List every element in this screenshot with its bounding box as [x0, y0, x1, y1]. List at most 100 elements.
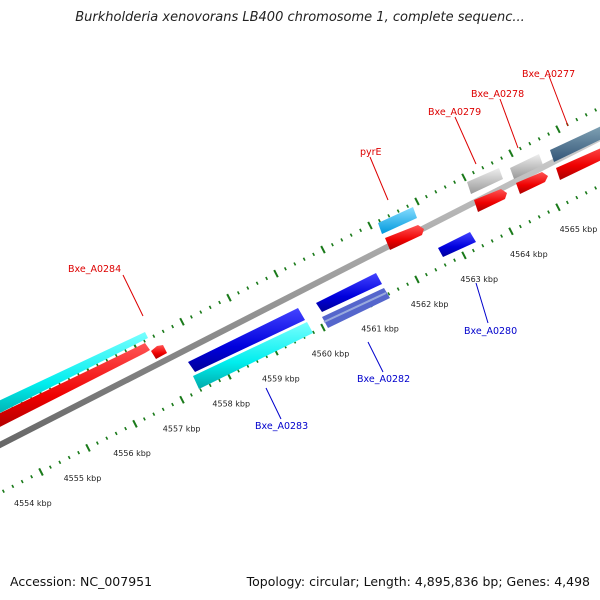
gene-label-bxe-a0279[interactable]: Bxe_A0279 [428, 107, 481, 118]
minor-tick [434, 190, 438, 194]
minor-tick [199, 310, 203, 314]
minor-tick [161, 407, 165, 412]
gene-feature-small-red[interactable] [151, 345, 167, 359]
minor-tick [283, 267, 287, 271]
minor-tick [11, 484, 15, 489]
minor-tick [500, 156, 504, 160]
major-tick [226, 293, 232, 302]
minor-tick [171, 402, 175, 407]
minor-tick [105, 358, 109, 363]
minor-tick [424, 194, 428, 199]
minor-tick [199, 388, 203, 392]
minor-tick [20, 479, 24, 484]
minor-tick [594, 186, 598, 190]
gene-feature-bxe-a0279-gene[interactable] [467, 168, 503, 194]
gene-label-bxe-a0277[interactable]: Bxe_A0277 [522, 69, 575, 80]
minor-tick [396, 209, 400, 213]
minor-tick [575, 195, 579, 200]
minor-tick [77, 450, 81, 455]
kbp-tick-label: 4565 kbp [560, 225, 598, 234]
major-tick [508, 149, 514, 158]
major-tick [38, 467, 44, 476]
minor-tick [518, 146, 522, 151]
minor-tick [584, 191, 588, 195]
kbp-tick-labels: 4554 kbp 4555 kbp 4556 kbp 4557 kbp 4558 kbp… [14, 225, 597, 508]
map-title: Burkholderia xenovorans LB400 chromosome… [75, 10, 525, 25]
minor-tick [471, 170, 475, 175]
minor-tick [302, 257, 306, 261]
gene-feature-bxe-a0284-cds[interactable] [0, 343, 150, 432]
minor-tick [236, 291, 240, 295]
gene-features[interactable] [0, 122, 600, 432]
minor-tick [537, 137, 541, 141]
minor-tick [124, 348, 128, 353]
kbp-tick-label: 4563 kbp [460, 275, 498, 284]
minor-tick [594, 108, 598, 112]
minor-tick [434, 268, 438, 272]
minor-tick [208, 383, 212, 388]
kbp-tick-label: 4560 kbp [312, 350, 350, 359]
kbp-tick-label: 4564 kbp [510, 250, 548, 259]
gene-feature-pyre-gene[interactable] [378, 207, 417, 234]
minor-tick [396, 287, 400, 291]
minor-tick [1, 489, 5, 493]
minor-tick [255, 281, 259, 286]
minor-tick [518, 224, 522, 229]
gene-feature-bxe-a0283-cds[interactable] [188, 308, 305, 372]
gene-label-bxe-a0282[interactable]: Bxe_A0282 [357, 374, 410, 385]
major-tick [414, 197, 420, 206]
minor-tick [377, 218, 381, 223]
gene-feature-bxe-a0278-cds[interactable] [516, 172, 548, 194]
gene-feature-bxe-a0282-cds[interactable] [316, 273, 382, 312]
gene-feature-bxe-a0280[interactable] [438, 232, 476, 257]
major-tick [85, 443, 91, 452]
major-tick [461, 173, 467, 182]
minor-tick [387, 214, 391, 218]
label-connectors [122, 75, 569, 420]
kbp-tick-label: 4559 kbp [262, 375, 300, 384]
minor-tick [537, 215, 541, 219]
major-tick [555, 125, 561, 134]
minor-tick [359, 228, 363, 233]
gene-label-pyre[interactable]: pyrE [360, 147, 382, 158]
gene-feature-bxe-a0284-gene[interactable] [0, 332, 148, 418]
major-tick [461, 251, 467, 260]
gene-label-bxe-a0283[interactable]: Bxe_A0283 [255, 421, 308, 432]
minor-tick [189, 393, 193, 397]
gene-label-bxe-a0284[interactable]: Bxe_A0284 [68, 264, 121, 275]
gene-label-bxe-a0280[interactable]: Bxe_A0280 [464, 326, 517, 337]
minor-tick [547, 210, 551, 214]
minor-tick [349, 233, 353, 237]
minor-tick [265, 276, 269, 281]
minor-tick [330, 242, 334, 247]
gene-label-bxe-a0278[interactable]: Bxe_A0278 [471, 89, 524, 100]
minor-tick [443, 263, 447, 267]
minor-tick [490, 161, 494, 165]
minor-tick [152, 412, 156, 416]
gene-feature-bxe-a0283-gene[interactable] [193, 322, 313, 389]
major-tick [367, 221, 373, 230]
major-tick [320, 245, 326, 254]
gene-feature-bxe-a0277-gene[interactable] [550, 122, 600, 162]
minor-tick [481, 165, 485, 170]
topology-text: Topology: circular; Length: 4,895,836 bp… [246, 574, 590, 589]
minor-tick [48, 465, 52, 469]
minor-tick [481, 243, 485, 248]
minor-tick [500, 234, 504, 238]
minor-tick [490, 239, 494, 243]
minor-tick [142, 417, 146, 421]
minor-tick [471, 248, 475, 253]
minor-tick [30, 474, 34, 479]
gene-feature-bxe-a0277-cds[interactable] [556, 144, 600, 180]
minor-tick [171, 324, 175, 329]
gene-feature-bxe-a0279-cds[interactable] [474, 189, 507, 212]
minor-tick [406, 204, 410, 209]
minor-tick [528, 141, 532, 146]
minor-tick [453, 258, 457, 262]
minor-tick [565, 200, 569, 205]
minor-tick [443, 185, 447, 189]
gene-feature-bxe-a0278-gene[interactable] [510, 154, 543, 179]
minor-tick [340, 238, 344, 242]
gene-feature-pyre-cds[interactable] [385, 225, 424, 250]
